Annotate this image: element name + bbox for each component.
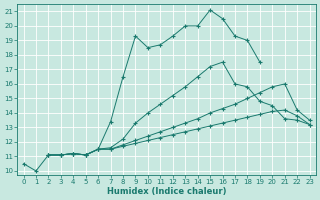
- X-axis label: Humidex (Indice chaleur): Humidex (Indice chaleur): [107, 187, 226, 196]
